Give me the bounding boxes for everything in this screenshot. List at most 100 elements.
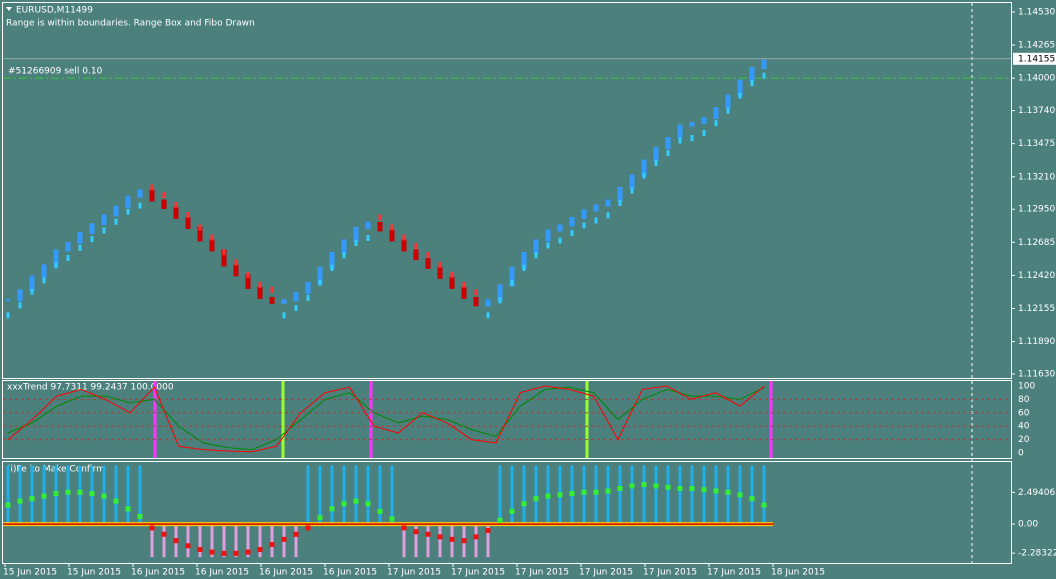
trail-marker	[522, 264, 526, 271]
histogram-bar	[114, 465, 118, 525]
trend-panel-frame	[2, 380, 1012, 459]
signal-dot	[485, 527, 491, 533]
y-tick-label: 1.11630	[1018, 370, 1055, 380]
trail-marker	[150, 184, 154, 191]
candle	[269, 296, 275, 304]
candle	[17, 289, 23, 302]
trail-marker	[498, 297, 502, 304]
candle	[701, 117, 707, 125]
trail-marker	[174, 201, 178, 208]
signal-dot	[365, 501, 371, 507]
trail-marker	[342, 252, 346, 259]
x-tick-label: 15 Jun 2015	[67, 568, 121, 578]
trail-marker	[714, 120, 718, 127]
signal-dot	[29, 496, 35, 502]
histogram-bar	[378, 465, 382, 525]
candle	[353, 226, 359, 242]
signal-dot	[173, 538, 179, 544]
trail-marker	[246, 271, 250, 278]
trail-marker	[366, 234, 370, 241]
candle	[593, 204, 599, 212]
signal-dot	[209, 549, 215, 555]
histogram-bar	[6, 465, 10, 525]
histogram-bar	[474, 524, 478, 558]
candle	[221, 249, 227, 267]
candle	[101, 214, 107, 226]
candle	[77, 231, 83, 244]
trail-marker	[210, 234, 214, 241]
trail-marker	[414, 243, 418, 250]
candle	[281, 299, 287, 304]
x-tick-label: 18 Jun 2015	[771, 568, 825, 578]
signal-dot	[533, 496, 539, 502]
trail-marker	[618, 200, 622, 207]
candle	[401, 239, 407, 252]
candle	[125, 195, 131, 208]
signal-dot	[653, 483, 659, 489]
trail-marker	[162, 191, 166, 198]
y-tick-label: 1.13210	[1018, 172, 1055, 182]
histogram-bar	[330, 465, 334, 525]
signal-dot	[461, 538, 467, 544]
candle	[185, 216, 191, 229]
y-tick-label: 1.12420	[1018, 271, 1055, 281]
signal-dot	[113, 498, 119, 504]
signal-dot	[737, 492, 743, 498]
histogram-bar	[762, 465, 766, 525]
signal-dot	[617, 485, 623, 491]
price-panel-frame	[2, 2, 1012, 379]
candle	[497, 284, 503, 302]
trail-marker	[558, 237, 562, 244]
trail-marker	[294, 304, 298, 311]
signal-dot	[389, 516, 395, 522]
x-tick-label: 17 Jun 2015	[643, 568, 697, 578]
order-label: #51266909 sell 0.10	[8, 67, 103, 77]
signal-dot	[77, 489, 83, 495]
histogram-bar	[414, 524, 418, 558]
signal-dot	[581, 489, 587, 495]
trail-marker	[378, 214, 382, 221]
histogram-bar	[162, 524, 166, 558]
trail-marker	[486, 312, 490, 319]
y-tick-label: 80	[1018, 395, 1030, 405]
trail-marker	[114, 218, 118, 225]
candle	[257, 286, 263, 299]
trail-marker	[462, 281, 466, 288]
candle	[197, 226, 203, 242]
y-tick-label: 1.12685	[1018, 238, 1055, 248]
histogram-bar	[486, 524, 490, 558]
histogram-bar	[258, 524, 262, 558]
candle	[485, 299, 491, 307]
candle	[557, 224, 563, 232]
y-tick-label: 2.49406	[1018, 488, 1055, 498]
trail-marker	[690, 135, 694, 142]
candle	[209, 239, 215, 252]
trail-marker	[534, 252, 538, 259]
candle	[89, 223, 95, 234]
x-tick-label: 17 Jun 2015	[451, 568, 505, 578]
trail-marker	[606, 212, 610, 219]
candle	[449, 276, 455, 289]
candle	[425, 258, 431, 269]
histogram-bar	[642, 465, 646, 525]
trail-marker	[450, 271, 454, 278]
status-label: Range is within boundaries. Range Box an…	[6, 19, 255, 29]
confirm-panel-frame	[2, 461, 1012, 564]
x-tick-label: 16 Jun 2015	[131, 568, 185, 578]
signal-dot	[677, 485, 683, 491]
signal-dot	[749, 496, 755, 502]
y-tick-label: 100	[1018, 382, 1035, 392]
trail-marker	[666, 150, 670, 157]
histogram-bar	[702, 465, 706, 525]
menu-arrow[interactable]	[6, 7, 12, 11]
y-tick-label: 0.00	[1018, 520, 1038, 530]
trail-marker	[54, 262, 58, 269]
signal-dot	[377, 508, 383, 514]
signal-dot	[497, 517, 503, 523]
candle	[113, 205, 119, 217]
trail-marker	[510, 279, 514, 286]
x-tick-label: 17 Jun 2015	[707, 568, 761, 578]
candle	[389, 229, 395, 242]
signal-dot	[425, 531, 431, 537]
